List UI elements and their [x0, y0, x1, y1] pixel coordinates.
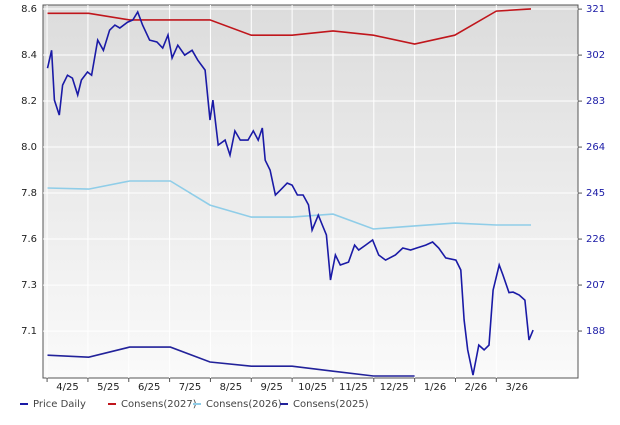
- series-line: [47, 346, 415, 377]
- x-tick-label: 8/25: [220, 382, 242, 393]
- plot-area: [42, 4, 579, 379]
- y-tick-label: 7.8: [21, 188, 37, 199]
- y-tick-label: 7.1: [21, 326, 37, 337]
- y-tick-label: 8.4: [21, 50, 37, 61]
- x-tick-label: 3/26: [506, 382, 528, 393]
- y2-tick-label: 245: [586, 188, 605, 199]
- legend-label: Consens(2027): [121, 399, 197, 410]
- y2-tick-label: 207: [586, 280, 605, 291]
- x-tick-label: 5/25: [97, 382, 119, 393]
- y-tick-label: 8.6: [21, 4, 37, 15]
- series-line: [47, 8, 532, 45]
- x-tick-label: 11/25: [339, 382, 368, 393]
- legend-label: Consens(2025): [293, 399, 369, 410]
- y2-tick-label: 226: [586, 234, 605, 245]
- x-tick-label: 6/25: [138, 382, 160, 393]
- series-line: [46, 10, 534, 376]
- y-tick-label: 7.3: [21, 280, 37, 291]
- legend-label: Price Daily: [33, 399, 86, 410]
- series-line: [47, 180, 531, 230]
- y2-tick-label: 188: [586, 326, 605, 337]
- y-tick-label: 7.6: [21, 234, 37, 245]
- y-tick-label: 8.0: [21, 142, 37, 153]
- x-tick-label: 10/25: [298, 382, 327, 393]
- y2-tick-label: 283: [586, 96, 605, 107]
- x-tick-label: 9/25: [260, 382, 282, 393]
- y2-tick-label: 264: [586, 142, 605, 153]
- x-tick-label: 12/25: [380, 382, 409, 393]
- x-tick-label: 4/25: [56, 382, 78, 393]
- y2-tick-label: 321: [586, 4, 605, 15]
- legend-label: Consens(2026): [206, 399, 282, 410]
- x-tick-label: 2/26: [465, 382, 487, 393]
- x-tick-label: 7/25: [179, 382, 201, 393]
- x-tick-label: 1/26: [424, 382, 446, 393]
- y-tick-label: 8.2: [21, 96, 37, 107]
- y2-tick-label: 302: [586, 50, 605, 61]
